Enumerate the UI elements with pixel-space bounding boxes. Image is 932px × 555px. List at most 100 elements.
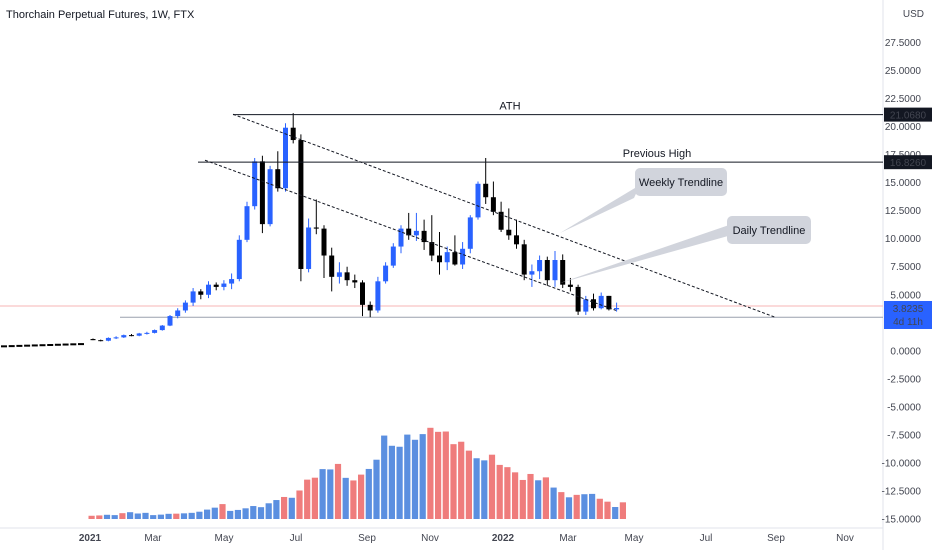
volume-bar <box>519 479 526 519</box>
weekly-trendline <box>232 113 776 318</box>
x-tick-label: Mar <box>144 533 162 544</box>
candle-body <box>321 228 327 256</box>
y-tick-label: -5.0000 <box>887 402 921 413</box>
volume-bar <box>496 464 503 519</box>
volume-bar <box>296 490 303 519</box>
daily-callout-pointer <box>560 224 732 283</box>
candle-body <box>252 161 258 207</box>
volume-bar <box>150 515 157 519</box>
y-tick-label: 25.0000 <box>885 66 922 77</box>
volume-bar <box>327 469 334 519</box>
y-tick-label: 5.0000 <box>890 290 921 301</box>
candle-body <box>283 127 288 189</box>
candle-body <box>598 295 604 309</box>
volume-bar <box>342 477 349 519</box>
volume-bar <box>396 446 403 519</box>
candle-body <box>460 248 466 265</box>
price-tag-bg <box>884 107 932 122</box>
volume-bar <box>481 460 488 519</box>
volume-bar <box>265 503 272 519</box>
x-tick-label: May <box>625 533 644 544</box>
candle-body <box>182 302 188 311</box>
candle-body <box>298 140 304 269</box>
candle-body <box>483 183 489 198</box>
level-label: Previous High <box>623 148 691 160</box>
candle-body <box>136 333 142 336</box>
volume-bar <box>219 504 226 519</box>
y-tick-label: -2.5000 <box>887 374 921 385</box>
candle-body <box>544 260 550 281</box>
candle-body <box>360 282 365 305</box>
candle-body <box>244 206 250 240</box>
candle-body <box>583 299 589 312</box>
volume-bar <box>612 507 619 519</box>
volume-bar <box>450 444 457 519</box>
volume-bar <box>596 498 603 519</box>
volume-bar <box>619 502 626 519</box>
candle-body <box>306 227 312 269</box>
volume-bar <box>134 513 141 519</box>
candle-body <box>421 230 427 243</box>
candle-body <box>198 291 204 295</box>
volume-bar <box>227 510 234 519</box>
volume-bar <box>411 439 419 519</box>
candle-body <box>529 271 535 275</box>
volume-bar <box>111 515 118 519</box>
volume-bar <box>334 463 342 519</box>
x-tick-label: Mar <box>559 533 577 544</box>
candle-body <box>236 239 242 280</box>
volume-bar <box>404 434 411 519</box>
volume-bar <box>581 494 588 519</box>
volume-bar <box>465 450 472 519</box>
candle-body <box>506 229 512 236</box>
x-tick-label: Jul <box>290 533 303 544</box>
y-tick-label: 22.5000 <box>885 94 922 105</box>
candle-body <box>121 335 127 338</box>
currency-code: USD <box>902 9 924 20</box>
y-tick-label: 20.0000 <box>885 122 922 133</box>
candle-body <box>475 183 481 218</box>
volume-bar <box>242 508 249 519</box>
volume-bar <box>558 492 565 519</box>
volume-bar <box>157 514 164 519</box>
candle-body <box>336 272 342 277</box>
daily-callout-label: Daily Trendline <box>733 225 806 237</box>
currency-label: USD <box>903 9 924 20</box>
volume-bar <box>535 480 542 519</box>
candle-body <box>229 279 235 284</box>
volume-bar <box>96 515 103 519</box>
candle-body <box>591 299 596 309</box>
candle-body <box>113 337 119 339</box>
x-tick-label: Jul <box>700 533 713 544</box>
volume-bar <box>211 507 218 519</box>
candle-body <box>375 281 381 311</box>
candle-body <box>452 252 458 265</box>
candle-body <box>429 242 435 256</box>
candle-body <box>290 127 296 141</box>
last-price-tag-bg <box>884 300 932 329</box>
candle-body <box>560 260 566 285</box>
candle-body <box>521 244 527 275</box>
candle-body <box>444 252 450 263</box>
x-tick-label: 2022 <box>492 533 515 544</box>
volume-bar <box>573 494 580 519</box>
candle-body <box>144 332 150 334</box>
candle-body <box>329 255 335 277</box>
volume-bar <box>589 493 596 519</box>
volume-bar <box>304 479 311 519</box>
volume-bar <box>103 514 111 519</box>
candle-body <box>606 295 612 310</box>
volume-bar <box>88 515 95 519</box>
volume-bar <box>373 459 380 519</box>
volume-bar <box>419 434 426 519</box>
volume-bar <box>127 512 134 519</box>
candle-body <box>98 340 104 342</box>
volume-bar <box>542 477 549 519</box>
volume-bar <box>188 512 195 519</box>
candle-body <box>129 335 134 337</box>
x-tick-label: Nov <box>836 533 854 544</box>
volume-bar <box>504 467 511 519</box>
price-tag-text: 21.0680 <box>890 111 927 122</box>
